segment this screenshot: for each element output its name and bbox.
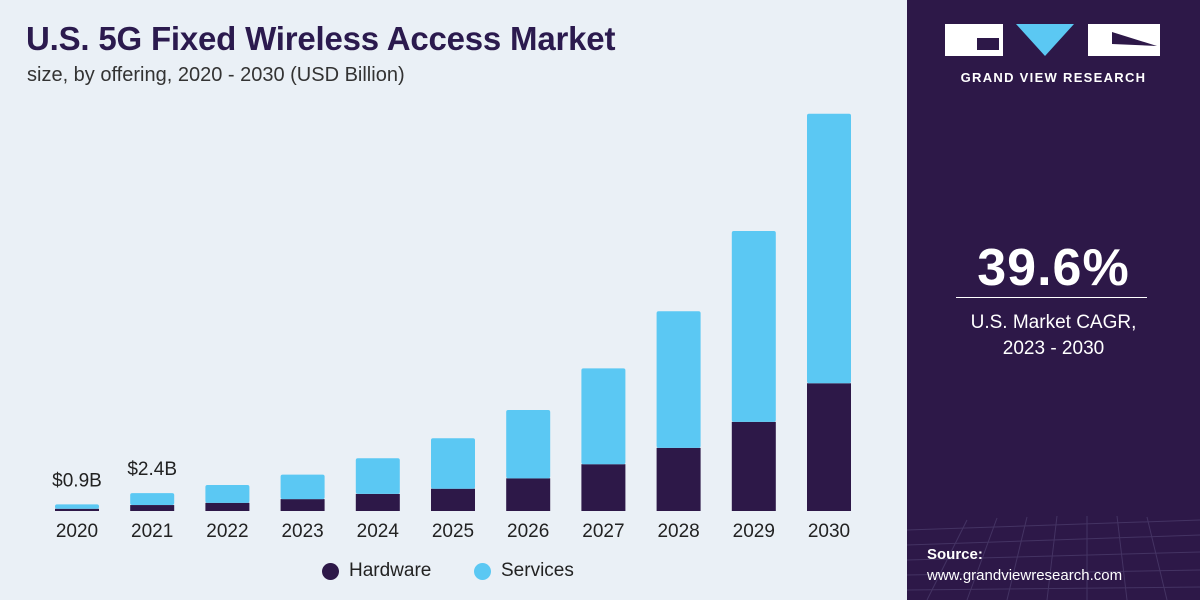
bar-services-2022 [205,485,250,503]
cagr-value: 39.6% [977,239,1130,297]
chart-area: U.S. 5G Fixed Wireless Access Market siz… [0,20,907,590]
bar-hardware-2022 [205,502,250,511]
legend-swatch-hardware [322,562,339,580]
bar-hardware-2029 [731,421,776,511]
bar-services-2030 [807,113,851,384]
bar-hardware-2027 [581,464,626,511]
x-tick-label-2023: 2023 [281,521,323,542]
grid-decoration [907,515,1200,600]
x-tick-label-2030: 2030 [808,521,850,542]
x-tick-label-2022: 2022 [206,521,248,542]
bar-services-2025 [431,438,475,489]
bar-services-2024 [355,458,400,494]
bar-services-2023 [280,474,325,500]
legend-item-hardware: Hardware [322,560,431,582]
bar-services-2021 [130,493,175,506]
bar-services-2027 [581,368,626,465]
chart-legend: Hardware Services [0,560,907,590]
bar-hardware-2021 [130,505,175,511]
side-panel: GRAND VIEW RESEARCH 39.6% U.S. Market CA… [907,0,1200,600]
bar-hardware-2028 [656,447,701,511]
bar-hardware-2026 [506,478,551,511]
bar-hardware-2020 [55,508,99,511]
data-label-2020: $0.9B [52,470,102,491]
legend-item-services: Services [474,560,574,582]
chart-title: U.S. 5G Fixed Wireless Access Market [26,20,616,57]
brand-name: GRAND VIEW RESEARCH [960,70,1147,85]
chart-subtitle: size, by offering, 2020 - 2030 (USD Bill… [27,64,405,86]
source-label: Source: [927,546,983,563]
grand-view-research-logo [945,24,1160,56]
bar-hardware-2024 [355,493,400,511]
bar-services-2029 [731,231,776,422]
cagr-label: U.S. Market CAGR, 2023 - 2030 [907,310,1200,362]
x-tick-label-2028: 2028 [657,521,699,542]
cagr-divider [956,297,1147,298]
stacked-bar-chart: 2020 2021 2022 2023 2024 2025 2026 2027 2028 2029… [52,113,851,542]
bar-services-2020 [55,504,99,509]
data-label-2021: $2.4B [127,459,177,480]
x-tick-label-2027: 2027 [582,521,624,542]
bar-services-2026 [506,410,551,479]
x-tick-label-2026: 2026 [507,521,549,542]
legend-label-services: Services [501,560,574,581]
bar-hardware-2025 [431,488,475,511]
bar-hardware-2023 [280,499,325,511]
x-tick-label-2025: 2025 [432,521,474,542]
legend-label-hardware: Hardware [349,560,432,581]
source-url[interactable]: www.grandviewresearch.com [927,567,1123,584]
cagr-label-line1: U.S. Market CAGR, [970,312,1137,333]
x-tick-label-2021: 2021 [131,521,173,542]
x-tick-label-2020: 2020 [56,521,98,542]
cagr-label-line2: 2023 - 2030 [1002,338,1105,359]
x-tick-label-2029: 2029 [733,521,775,542]
bar-hardware-2030 [807,383,851,511]
x-tick-label-2024: 2024 [357,521,400,542]
bar-services-2028 [656,311,701,448]
legend-swatch-services [474,562,491,580]
